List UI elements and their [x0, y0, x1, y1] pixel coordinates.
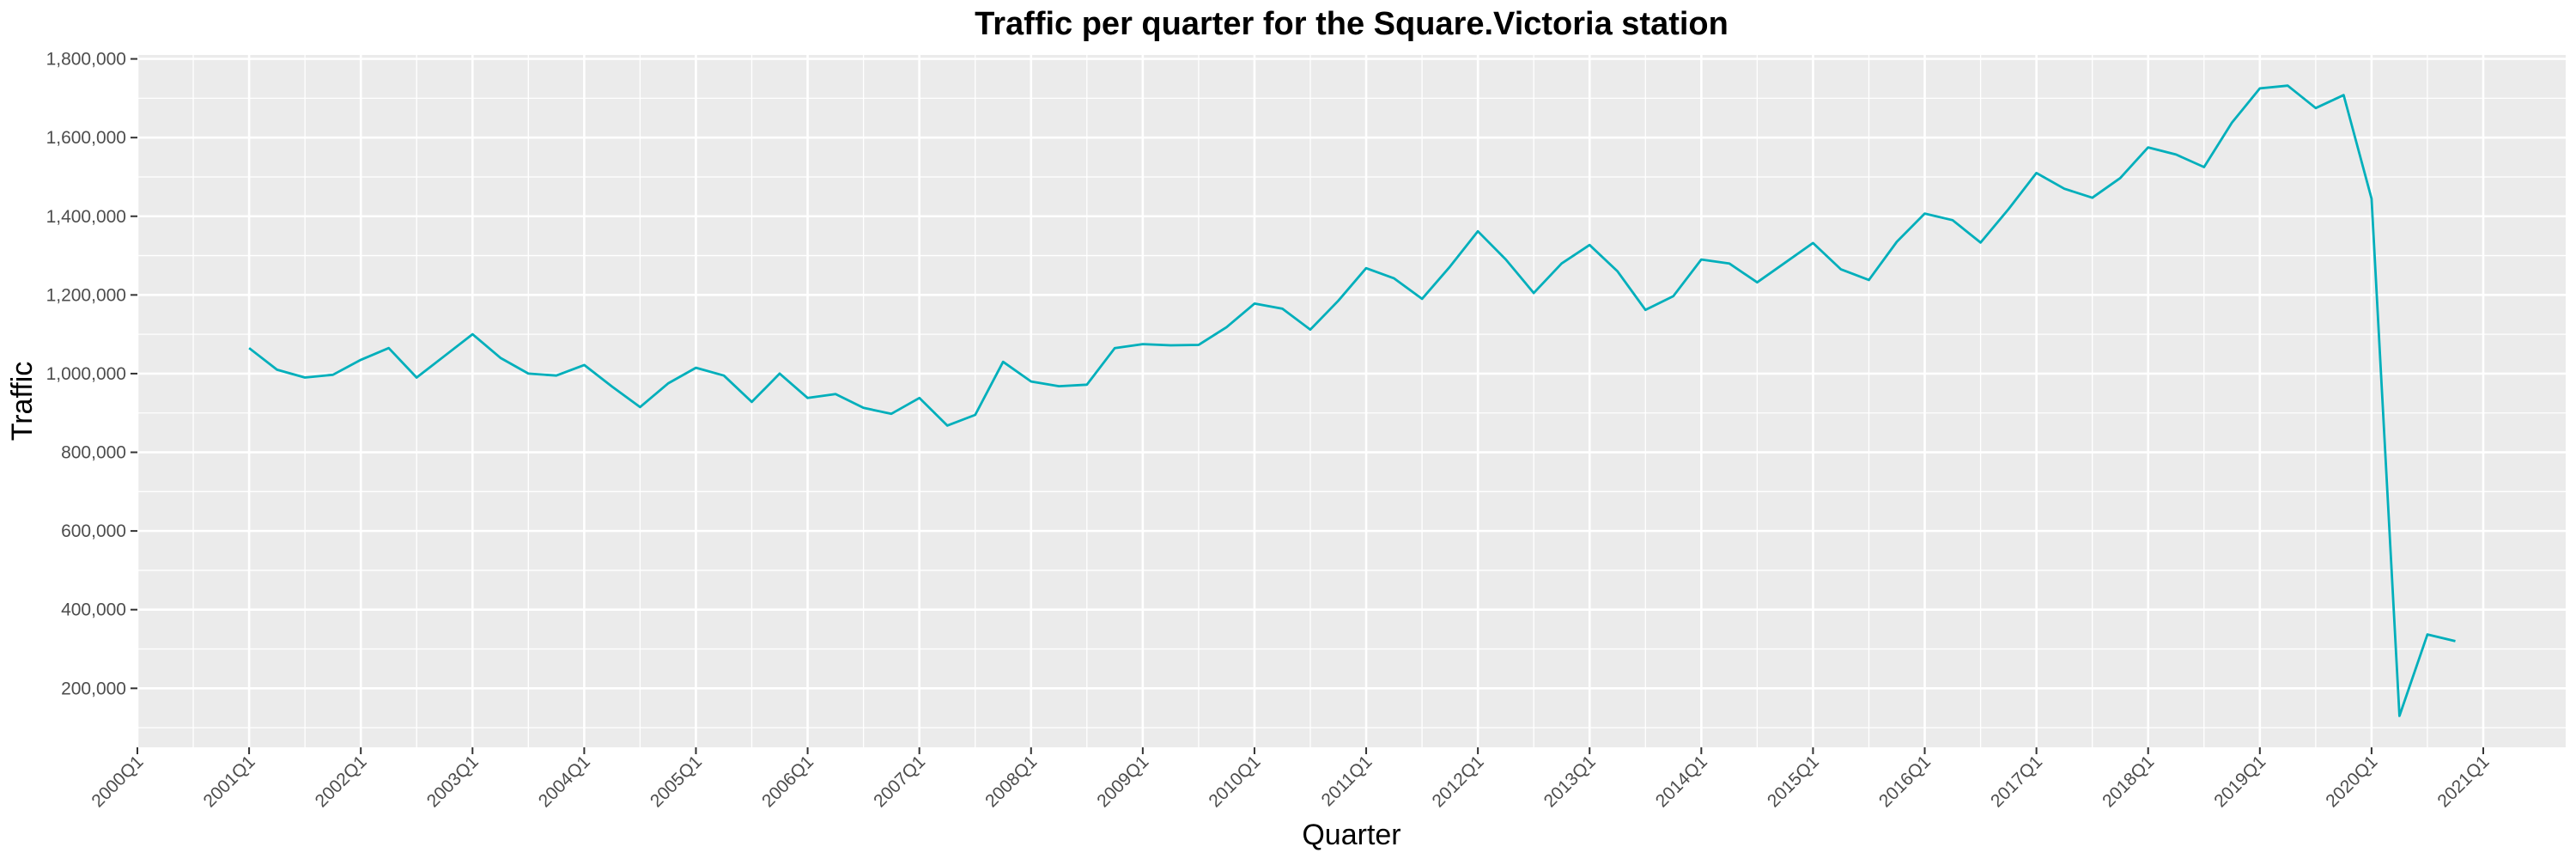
x-tick-label: 2019Q1: [2210, 752, 2269, 811]
y-tick-label: 200,000: [61, 679, 126, 698]
minor-gridlines: [137, 55, 2566, 747]
plot-panel: [137, 55, 2566, 747]
x-tick-label: 2001Q1: [200, 752, 259, 811]
x-tick-label: 2013Q1: [1540, 752, 1600, 811]
x-tick-label: 2007Q1: [870, 752, 929, 811]
y-axis: 200,000 400,000 600,000 800,000 1,000,000 1,2…: [46, 50, 137, 698]
x-tick-label: 2021Q1: [2433, 752, 2493, 811]
y-tick-label: 600,000: [61, 521, 126, 541]
x-tick-label: 2010Q1: [1205, 752, 1264, 811]
x-tick-label: 2003Q1: [423, 752, 483, 811]
y-tick-label: 1,600,000: [46, 128, 126, 148]
x-tick-label: 2012Q1: [1429, 752, 1488, 811]
y-tick-label: 1,000,000: [46, 364, 126, 384]
y-tick-label: 400,000: [61, 600, 126, 620]
x-tick-label: 2000Q1: [88, 752, 147, 811]
x-tick-label: 2020Q1: [2322, 752, 2381, 811]
y-axis-title: Traffic: [6, 362, 39, 442]
x-tick-label: 2018Q1: [2099, 752, 2158, 811]
x-tick-label: 2006Q1: [758, 752, 817, 811]
series-line: [248, 84, 2456, 717]
y-tick-label: 800,000: [61, 443, 126, 463]
x-axis: 2000Q1 2001Q1 2002Q1 2003Q1 2004Q1 2005Q1 2006…: [88, 747, 2494, 811]
x-tick-label: 2014Q1: [1652, 752, 1711, 811]
x-tick-label: 2005Q1: [647, 752, 706, 811]
x-axis-title: Quarter: [1302, 819, 1400, 851]
major-gridlines: [136, 55, 2566, 747]
y-tick-label: 1,400,000: [46, 207, 126, 227]
x-tick-label: 2015Q1: [1764, 752, 1823, 811]
x-tick-label: 2017Q1: [1987, 752, 2046, 811]
x-tick-label: 2004Q1: [535, 752, 594, 811]
y-tick-label: 1,800,000: [46, 50, 126, 70]
x-tick-label: 2011Q1: [1318, 752, 1376, 810]
y-tick-label: 1,200,000: [46, 285, 126, 305]
chart-title: Traffic per quarter for the Square.Victo…: [975, 6, 1728, 42]
series-layer: [248, 84, 2456, 717]
x-tick-label: 2009Q1: [1093, 752, 1152, 811]
x-tick-label: 2002Q1: [312, 752, 371, 811]
x-tick-label: 2016Q1: [1875, 752, 1935, 811]
x-tick-label: 2008Q1: [981, 752, 1041, 811]
